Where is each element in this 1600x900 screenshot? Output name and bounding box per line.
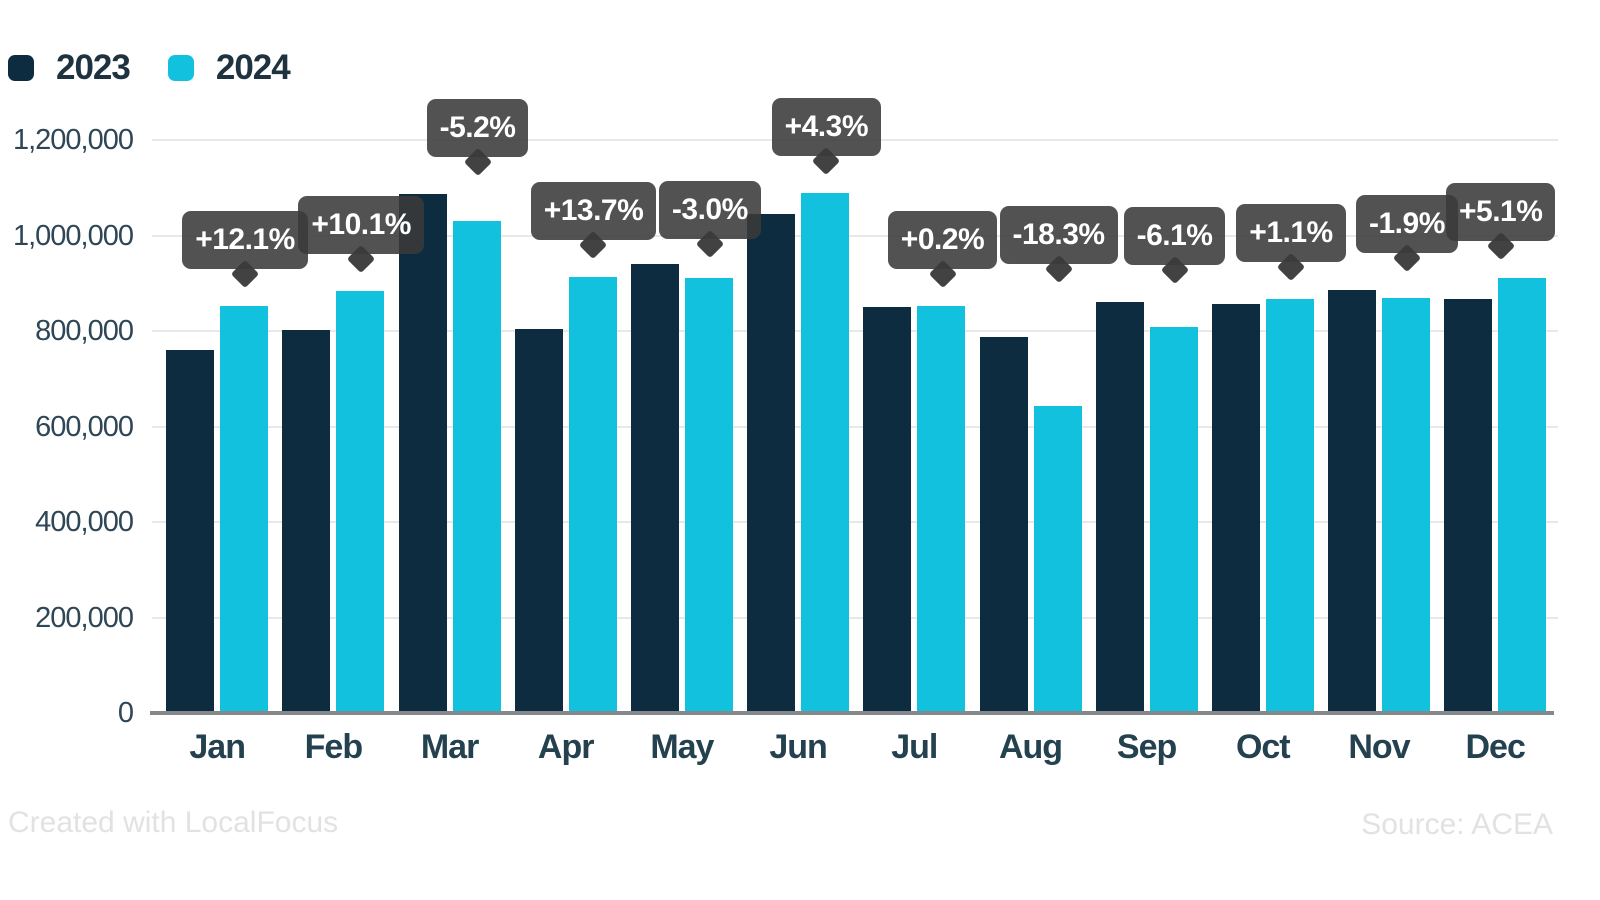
legend-label-2024: 2024 — [215, 48, 291, 87]
change-tooltip-jul: +0.2% — [887, 211, 998, 289]
bar-2023-may[interactable] — [630, 264, 679, 713]
gridline — [152, 330, 1558, 332]
bar-2023-nov[interactable] — [1328, 289, 1376, 713]
y-axis-label: 1,200,000 — [12, 124, 134, 156]
bar-2023-aug[interactable] — [979, 336, 1028, 713]
chart-legend: 2023 2024 — [8, 48, 291, 88]
bar-2024-sep[interactable] — [1149, 326, 1198, 713]
x-axis-label-sep: Sep — [1116, 728, 1177, 766]
tooltip-pointer-icon — [463, 147, 492, 176]
x-axis-label-apr: Apr — [537, 728, 595, 766]
tooltip-pointer-icon — [230, 260, 260, 289]
y-axis-label: 600,000 — [35, 410, 134, 443]
x-axis-label-feb: Feb — [304, 728, 363, 766]
bar-2023-jun[interactable] — [747, 214, 796, 713]
bar-2024-dec[interactable] — [1498, 278, 1547, 713]
x-axis-label-jul: Jul — [891, 728, 938, 766]
x-axis-label-dec: Dec — [1465, 728, 1526, 766]
tooltip-pointer-icon — [812, 146, 841, 175]
tooltip-pointer-icon — [1044, 254, 1073, 283]
tooltip-pointer-icon — [695, 229, 724, 259]
tooltip-pointer-icon — [1392, 243, 1422, 272]
change-tooltip-oct: +1.1% — [1236, 204, 1346, 282]
y-axis-label: 0 — [117, 697, 134, 729]
gridline — [152, 234, 1558, 237]
gridline — [152, 425, 1558, 428]
bar-2023-jan[interactable] — [166, 350, 215, 713]
x-axis-label-may: May — [650, 728, 714, 766]
tooltip-pointer-icon — [928, 260, 957, 289]
tooltip-pointer-icon — [347, 244, 376, 274]
y-axis-label: 1,000,000 — [12, 219, 134, 252]
x-axis-label-jun: Jun — [769, 728, 827, 766]
legend-item-2023: 2023 — [8, 48, 131, 88]
legend-swatch-2023-icon — [8, 55, 34, 81]
x-axis-label-mar: Mar — [420, 728, 479, 766]
bar-2024-mar[interactable] — [452, 220, 501, 713]
bar-2023-oct[interactable] — [1211, 303, 1260, 713]
tooltip-pointer-icon — [1486, 232, 1515, 261]
legend-label-2023: 2023 — [56, 48, 131, 87]
x-axis-line — [150, 711, 1554, 715]
x-axis-label-aug: Aug — [998, 728, 1063, 766]
y-axis-label: 400,000 — [35, 506, 134, 538]
gridline — [152, 521, 1558, 523]
change-tooltip-dec: +5.1% — [1446, 183, 1556, 261]
change-tooltip-aug: -18.3% — [999, 205, 1118, 283]
bar-2024-oct[interactable] — [1265, 299, 1314, 713]
change-tooltip-may: -3.0% — [658, 181, 761, 259]
y-axis-label: 200,000 — [35, 601, 134, 634]
source-text: Source: ACEA — [1361, 808, 1553, 841]
change-tooltip-feb: +10.1% — [298, 196, 424, 274]
change-tooltip-jun: +4.3% — [771, 97, 881, 175]
bar-2024-apr[interactable] — [568, 276, 617, 713]
bar-2023-dec[interactable] — [1444, 299, 1493, 713]
change-tooltip-apr: +13.7% — [530, 181, 657, 259]
change-tooltip-sep: -6.1% — [1123, 206, 1226, 284]
bar-2023-mar[interactable] — [398, 193, 447, 713]
bar-2023-sep[interactable] — [1095, 301, 1144, 713]
bar-2023-jul[interactable] — [863, 306, 912, 713]
bar-2024-jun[interactable] — [801, 192, 850, 713]
bar-2024-jul[interactable] — [917, 306, 966, 713]
legend-item-2024: 2024 — [167, 48, 291, 88]
bar-2024-feb[interactable] — [336, 291, 385, 713]
legend-swatch-2024-icon — [167, 55, 194, 81]
tooltip-pointer-icon — [1160, 255, 1189, 284]
bar-2024-aug[interactable] — [1033, 405, 1082, 713]
bar-2023-apr[interactable] — [514, 329, 563, 713]
x-axis-label-jan: Jan — [189, 728, 246, 766]
bar-2023-feb[interactable] — [282, 329, 331, 713]
change-tooltip-mar: -5.2% — [426, 98, 529, 176]
bar-2024-jan[interactable] — [220, 306, 269, 713]
change-tooltip-jan: +12.1% — [182, 211, 308, 289]
tooltip-pointer-icon — [579, 230, 608, 259]
bar-2024-may[interactable] — [684, 277, 733, 713]
x-axis-label-nov: Nov — [1348, 728, 1410, 766]
gridline — [152, 616, 1558, 619]
change-tooltip-nov: -1.9% — [1356, 194, 1458, 272]
tooltip-pointer-icon — [1276, 253, 1306, 282]
credit-text: Created with LocalFocus — [8, 806, 339, 839]
bar-2024-nov[interactable] — [1382, 297, 1430, 713]
x-axis-label-oct: Oct — [1235, 728, 1291, 766]
y-axis-label: 800,000 — [35, 315, 134, 347]
